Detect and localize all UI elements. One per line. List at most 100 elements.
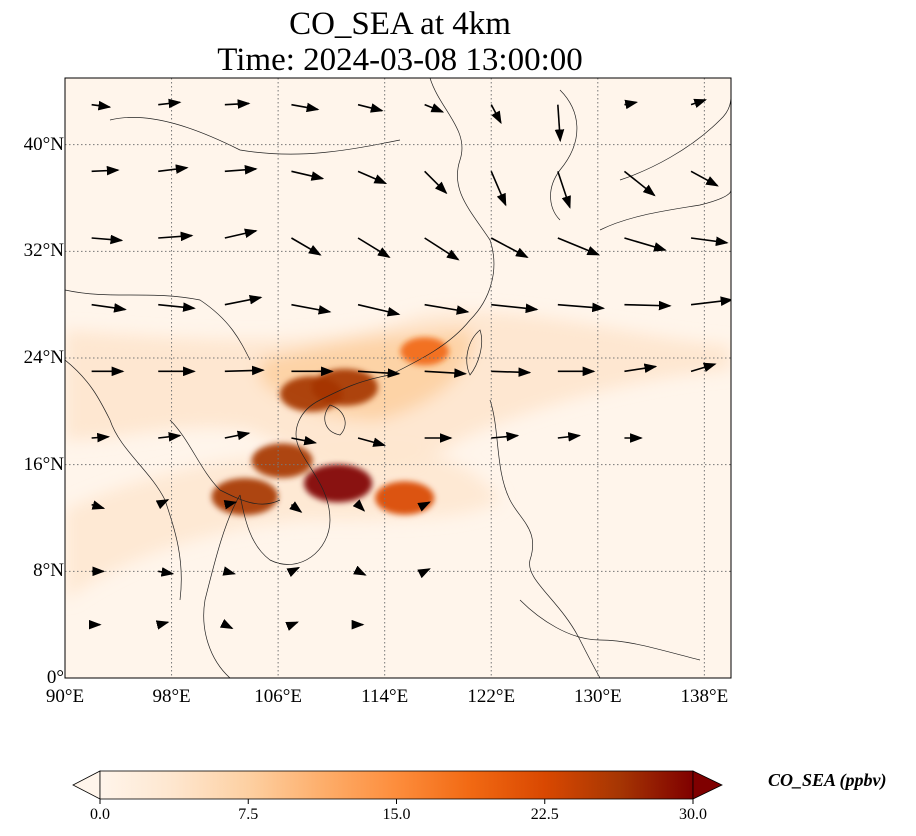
- wind-arrow: [490, 104, 502, 125]
- wind-arrow: [291, 303, 332, 315]
- latitude-tick-label: 40°N: [23, 133, 64, 155]
- wind-arrow: [490, 237, 529, 258]
- wind-arrow: [624, 363, 658, 373]
- wind-arrow: [224, 430, 251, 441]
- wind-arrow: [158, 98, 182, 109]
- wind-arrow: [490, 171, 507, 207]
- wind-arrow: [222, 566, 236, 576]
- co-hotspots: [211, 337, 449, 516]
- chart-subtitle-time: Time: 2024-03-08 13:00:00: [217, 42, 583, 78]
- wind-arrow: [624, 237, 667, 252]
- wind-arrow: [554, 104, 565, 143]
- wind-arrow: [417, 568, 431, 579]
- hotspot-south-china-sea-east: [375, 481, 435, 515]
- colorbar-tick-label: 22.5: [530, 806, 559, 823]
- colorbar-tick-label: 7.5: [238, 806, 259, 823]
- latitude-tick-label: 24°N: [23, 347, 64, 368]
- wind-arrow: [155, 620, 170, 630]
- wind-arrow: [357, 303, 401, 317]
- wind-arrow: [291, 237, 322, 256]
- colorbar-tick-label: 30.0: [679, 806, 707, 823]
- latitude-tick-label: 8°N: [33, 560, 64, 582]
- wind-vectors: [88, 98, 731, 631]
- wind-arrow: [491, 303, 539, 314]
- colorbar-label: CO_SEA (ppbv): [768, 770, 887, 790]
- hotspot-fujian-taiwan-strait: [400, 337, 449, 366]
- wind-arrow: [91, 234, 124, 245]
- wind-arrow: [424, 368, 468, 378]
- wind-arrow: [158, 302, 196, 312]
- wind-arrow: [491, 367, 532, 377]
- wind-arrow: [357, 170, 388, 185]
- hotspot-guangdong-coast: [280, 376, 343, 412]
- wind-arrow: [353, 565, 367, 576]
- wind-arrow: [291, 102, 320, 113]
- coastlines: [65, 78, 731, 678]
- wind-arrow: [158, 231, 194, 242]
- longitude-tick-label: 98°E: [152, 686, 191, 707]
- wind-arrow: [690, 98, 707, 108]
- longitude-tick-label: 106°E: [254, 686, 302, 707]
- wind-arrow: [424, 303, 470, 315]
- wind-arrow: [690, 362, 717, 373]
- wind-arrow: [289, 501, 303, 513]
- wind-arrow: [158, 432, 182, 442]
- wind-arrow: [219, 618, 234, 629]
- wind-arrow: [623, 170, 656, 197]
- wind-arrow: [91, 165, 120, 176]
- wind-arrow: [285, 621, 299, 631]
- wind-arrow: [424, 103, 445, 113]
- wind-arrow: [91, 500, 106, 510]
- wind-arrow: [224, 99, 251, 109]
- wind-arrow: [357, 103, 384, 113]
- longitude-tick-label: 138°E: [680, 686, 729, 707]
- hotspot-laos-north: [251, 443, 313, 478]
- wind-arrow: [352, 499, 366, 512]
- wind-arrow: [291, 170, 325, 181]
- wind-arrow: [91, 303, 127, 313]
- wind-arrow: [224, 228, 258, 239]
- wind-arrow: [155, 499, 170, 510]
- colorbar-over-arrow: [692, 770, 723, 800]
- wind-arrow: [491, 431, 520, 442]
- wind-arrow: [557, 302, 606, 313]
- wind-arrow: [424, 170, 448, 195]
- wind-arrow: [286, 567, 301, 578]
- colorbar: [72, 770, 723, 804]
- gridlines: [65, 78, 731, 678]
- chart-title: CO_SEA at 4km: [289, 6, 511, 42]
- longitude-tick-label: 130°E: [573, 686, 622, 707]
- wind-arrow: [357, 437, 386, 447]
- wind-arrow: [357, 237, 391, 259]
- wind-arrow: [291, 435, 318, 446]
- wind-arrow: [158, 164, 189, 174]
- wind-arrow: [223, 500, 238, 510]
- hotspot-cambodia-thailand: [211, 478, 279, 516]
- longitude-tick-label: 122°E: [467, 686, 516, 707]
- wind-arrow: [91, 100, 112, 111]
- wind-arrow: [224, 165, 258, 175]
- wind-arrow: [690, 170, 719, 187]
- longitude-tick-label: 114°E: [361, 686, 409, 707]
- latitude-tick-label: 0°: [46, 667, 64, 688]
- wind-arrow: [357, 368, 401, 378]
- colorbar-tick-label: 15.0: [382, 806, 411, 823]
- wind-arrow: [224, 294, 263, 306]
- wind-arrow: [224, 365, 265, 376]
- colorbar-under-arrow: [72, 770, 101, 800]
- longitude-tick-label: 90°E: [45, 686, 85, 707]
- wind-arrow: [624, 300, 672, 311]
- colorbar-tick-label: 0.0: [90, 806, 110, 823]
- wind-arrow: [158, 567, 175, 577]
- wind-arrow: [417, 501, 431, 512]
- wind-arrow: [557, 432, 582, 442]
- wind-arrow: [91, 432, 111, 443]
- wind-arrow: [690, 236, 729, 247]
- plot-frame: [64, 77, 732, 679]
- wind-arrow: [557, 171, 571, 209]
- hotspot-south-china-sea-west: [303, 464, 373, 503]
- latitude-tick-label: 16°N: [23, 453, 64, 475]
- wind-arrow: [557, 237, 601, 256]
- wind-arrow: [424, 237, 460, 261]
